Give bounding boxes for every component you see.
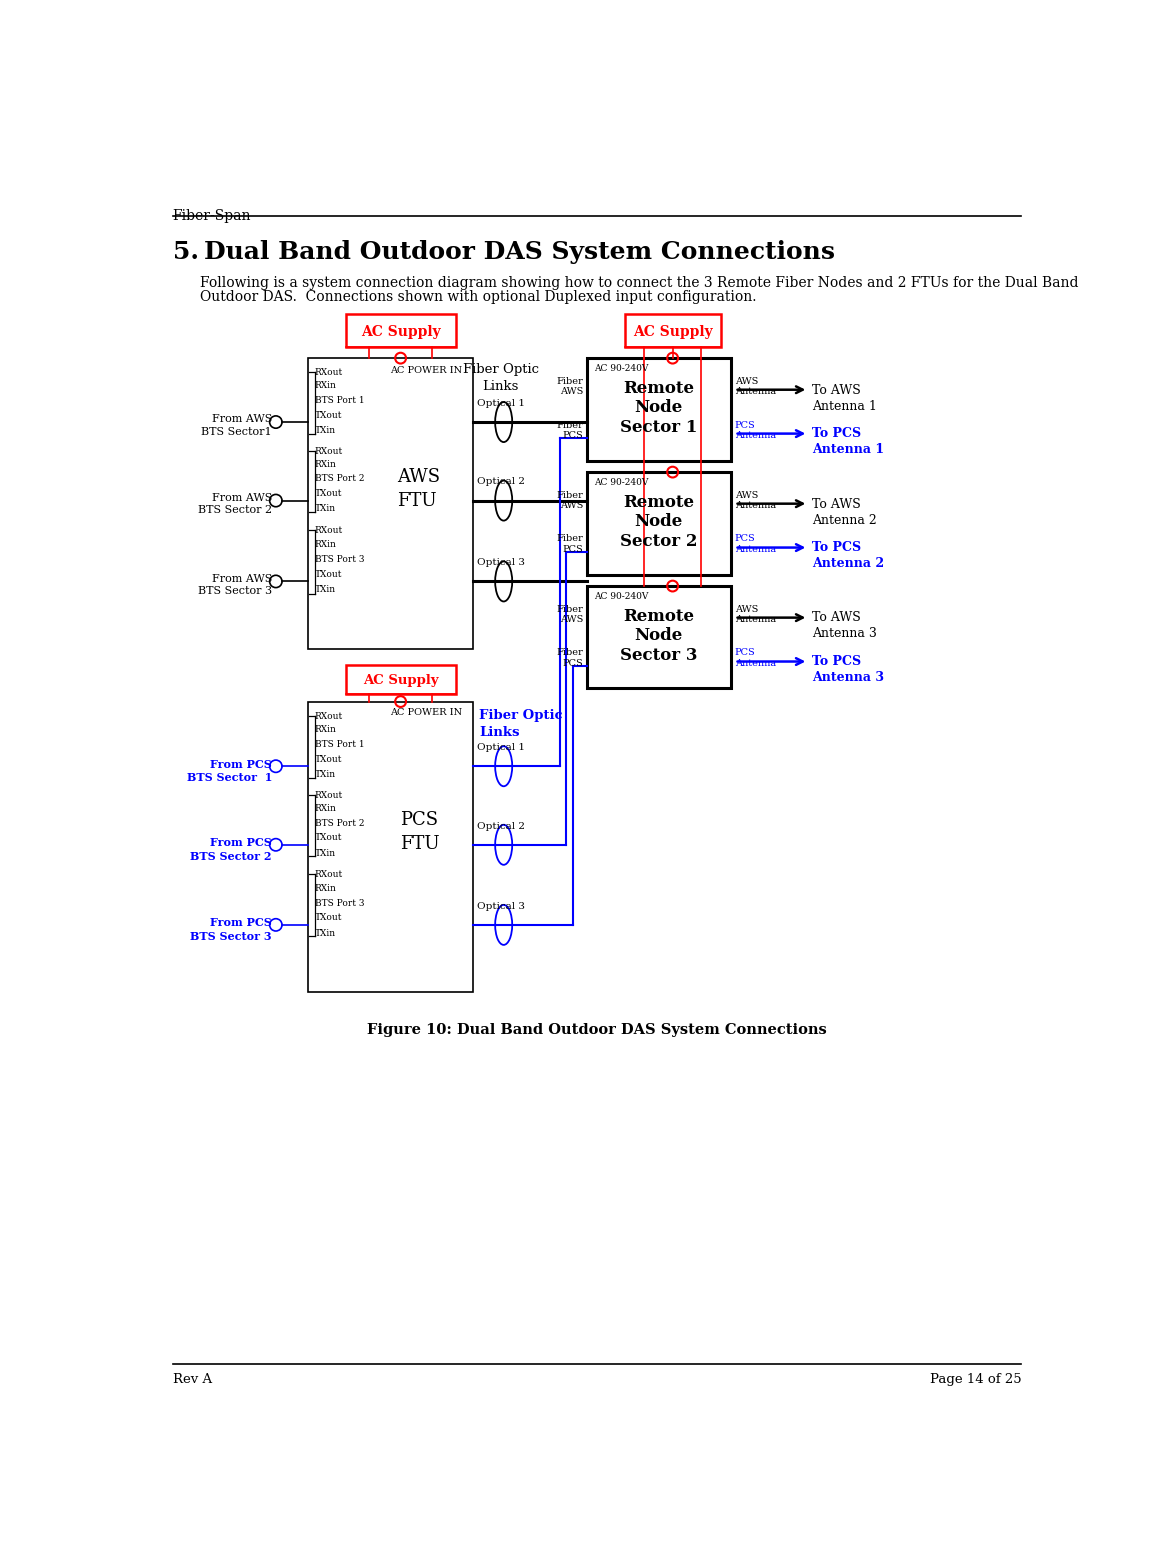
Text: To AWS
Antenna 2: To AWS Antenna 2 xyxy=(812,498,877,527)
Text: TXin: TXin xyxy=(315,504,336,513)
Text: Remote
Node
Sector 2: Remote Node Sector 2 xyxy=(620,493,698,549)
Text: Optical 2: Optical 2 xyxy=(476,477,524,487)
Text: AC Supply: AC Supply xyxy=(361,324,440,339)
Text: Optical 1: Optical 1 xyxy=(476,399,524,409)
Text: Page 14 of 25: Page 14 of 25 xyxy=(930,1373,1022,1385)
Text: To PCS
Antenna 1: To PCS Antenna 1 xyxy=(812,427,884,457)
Text: RXin: RXin xyxy=(315,885,337,892)
Text: TXin: TXin xyxy=(315,426,336,435)
Bar xyxy=(309,702,473,992)
Text: Rev A: Rev A xyxy=(172,1373,212,1385)
Text: AWS
Antenna: AWS Antenna xyxy=(735,605,776,624)
Text: RXin: RXin xyxy=(315,540,337,549)
Text: To PCS
Antenna 2: To PCS Antenna 2 xyxy=(812,541,884,571)
Text: TXout: TXout xyxy=(315,569,343,579)
Text: From AWS
BTS Sector 3: From AWS BTS Sector 3 xyxy=(198,574,271,596)
Text: Outdoor DAS.  Connections shown with optional Duplexed input configuration.: Outdoor DAS. Connections shown with opti… xyxy=(200,290,756,304)
Text: Optical 2: Optical 2 xyxy=(476,822,524,830)
Text: BTS Port 2: BTS Port 2 xyxy=(315,819,365,828)
Text: TXout: TXout xyxy=(315,488,343,498)
Text: AWS
FTU: AWS FTU xyxy=(397,468,440,510)
Text: AC 90-240V: AC 90-240V xyxy=(594,593,648,601)
Text: RXout: RXout xyxy=(315,713,343,721)
Text: Figure 10: Dual Band Outdoor DAS System Connections: Figure 10: Dual Band Outdoor DAS System … xyxy=(367,1023,826,1037)
Text: Fiber-Span: Fiber-Span xyxy=(172,209,252,223)
Text: Remote
Node
Sector 1: Remote Node Sector 1 xyxy=(620,379,698,435)
Text: AC POWER IN: AC POWER IN xyxy=(390,708,461,718)
Text: AWS
Antenna: AWS Antenna xyxy=(735,490,776,510)
Text: From PCS
BTS Sector 3: From PCS BTS Sector 3 xyxy=(190,917,271,942)
Bar xyxy=(587,473,730,574)
Text: RXout: RXout xyxy=(315,526,343,535)
Text: RXin: RXin xyxy=(315,460,337,468)
Text: PCS
Antenna: PCS Antenna xyxy=(735,649,776,668)
Text: PCS
Antenna: PCS Antenna xyxy=(735,421,776,440)
Bar xyxy=(587,359,730,460)
Text: PCS
FTU: PCS FTU xyxy=(400,811,439,852)
Text: Remote
Node
Sector 3: Remote Node Sector 3 xyxy=(620,608,698,665)
Text: RXin: RXin xyxy=(315,803,337,813)
Text: Fiber
AWS: Fiber AWS xyxy=(557,490,584,510)
Text: Dual Band Outdoor DAS System Connections: Dual Band Outdoor DAS System Connections xyxy=(204,240,835,264)
Text: Fiber
AWS: Fiber AWS xyxy=(557,376,584,396)
Bar xyxy=(346,314,456,348)
Text: To AWS
Antenna 3: To AWS Antenna 3 xyxy=(812,612,877,641)
Text: Optical 3: Optical 3 xyxy=(476,558,524,568)
Text: Fiber
PCS: Fiber PCS xyxy=(557,535,584,554)
Text: RXout: RXout xyxy=(315,368,343,378)
Text: RXin: RXin xyxy=(315,725,337,735)
Text: TXout: TXout xyxy=(315,755,343,764)
Bar xyxy=(587,587,730,688)
Text: BTS Port 2: BTS Port 2 xyxy=(315,474,365,484)
Text: TXin: TXin xyxy=(315,928,336,938)
Bar xyxy=(346,665,456,694)
Text: Fiber
PCS: Fiber PCS xyxy=(557,421,584,440)
Text: RXout: RXout xyxy=(315,870,343,880)
Text: From AWS
BTS Sector1: From AWS BTS Sector1 xyxy=(202,415,271,437)
Text: BTS Port 3: BTS Port 3 xyxy=(315,899,365,908)
Text: BTS Port 1: BTS Port 1 xyxy=(315,396,365,406)
Text: TXin: TXin xyxy=(315,771,336,778)
Text: TXout: TXout xyxy=(315,410,343,420)
Text: TXin: TXin xyxy=(315,585,336,594)
Text: 5.: 5. xyxy=(172,240,199,264)
Text: AC Supply: AC Supply xyxy=(633,324,713,339)
Text: Fiber Optic
Links: Fiber Optic Links xyxy=(463,363,538,393)
Text: AC 90-240V: AC 90-240V xyxy=(594,479,648,487)
Text: Optical 3: Optical 3 xyxy=(476,902,524,911)
Text: BTS Port 1: BTS Port 1 xyxy=(315,739,365,749)
Text: From PCS
BTS Sector 2: From PCS BTS Sector 2 xyxy=(190,838,271,861)
Text: TXin: TXin xyxy=(315,849,336,858)
Text: RXout: RXout xyxy=(315,791,343,800)
Text: TXout: TXout xyxy=(315,913,343,922)
Bar xyxy=(624,314,721,348)
Text: AC 90-240V: AC 90-240V xyxy=(594,365,648,373)
Text: RXout: RXout xyxy=(315,446,343,456)
Text: Fiber Optic
Links: Fiber Optic Links xyxy=(479,710,563,739)
Text: To AWS
Antenna 1: To AWS Antenna 1 xyxy=(812,384,877,412)
Text: BTS Port 3: BTS Port 3 xyxy=(315,555,365,565)
Text: Fiber
AWS: Fiber AWS xyxy=(557,605,584,624)
Text: From AWS
BTS Sector 2: From AWS BTS Sector 2 xyxy=(198,493,271,515)
Text: TXout: TXout xyxy=(315,833,343,842)
Bar xyxy=(309,359,473,649)
Text: From PCS
BTS Sector  1: From PCS BTS Sector 1 xyxy=(186,758,271,783)
Text: AWS
Antenna: AWS Antenna xyxy=(735,376,776,396)
Text: Fiber
PCS: Fiber PCS xyxy=(557,649,584,668)
Text: AC POWER IN: AC POWER IN xyxy=(390,367,461,374)
Text: RXin: RXin xyxy=(315,381,337,390)
Text: To PCS
Antenna 3: To PCS Antenna 3 xyxy=(812,655,884,685)
Text: Following is a system connection diagram showing how to connect the 3 Remote Fib: Following is a system connection diagram… xyxy=(200,276,1079,290)
Text: Optical 1: Optical 1 xyxy=(476,743,524,752)
Text: PCS
Antenna: PCS Antenna xyxy=(735,535,776,554)
Text: AC Supply: AC Supply xyxy=(362,674,438,686)
